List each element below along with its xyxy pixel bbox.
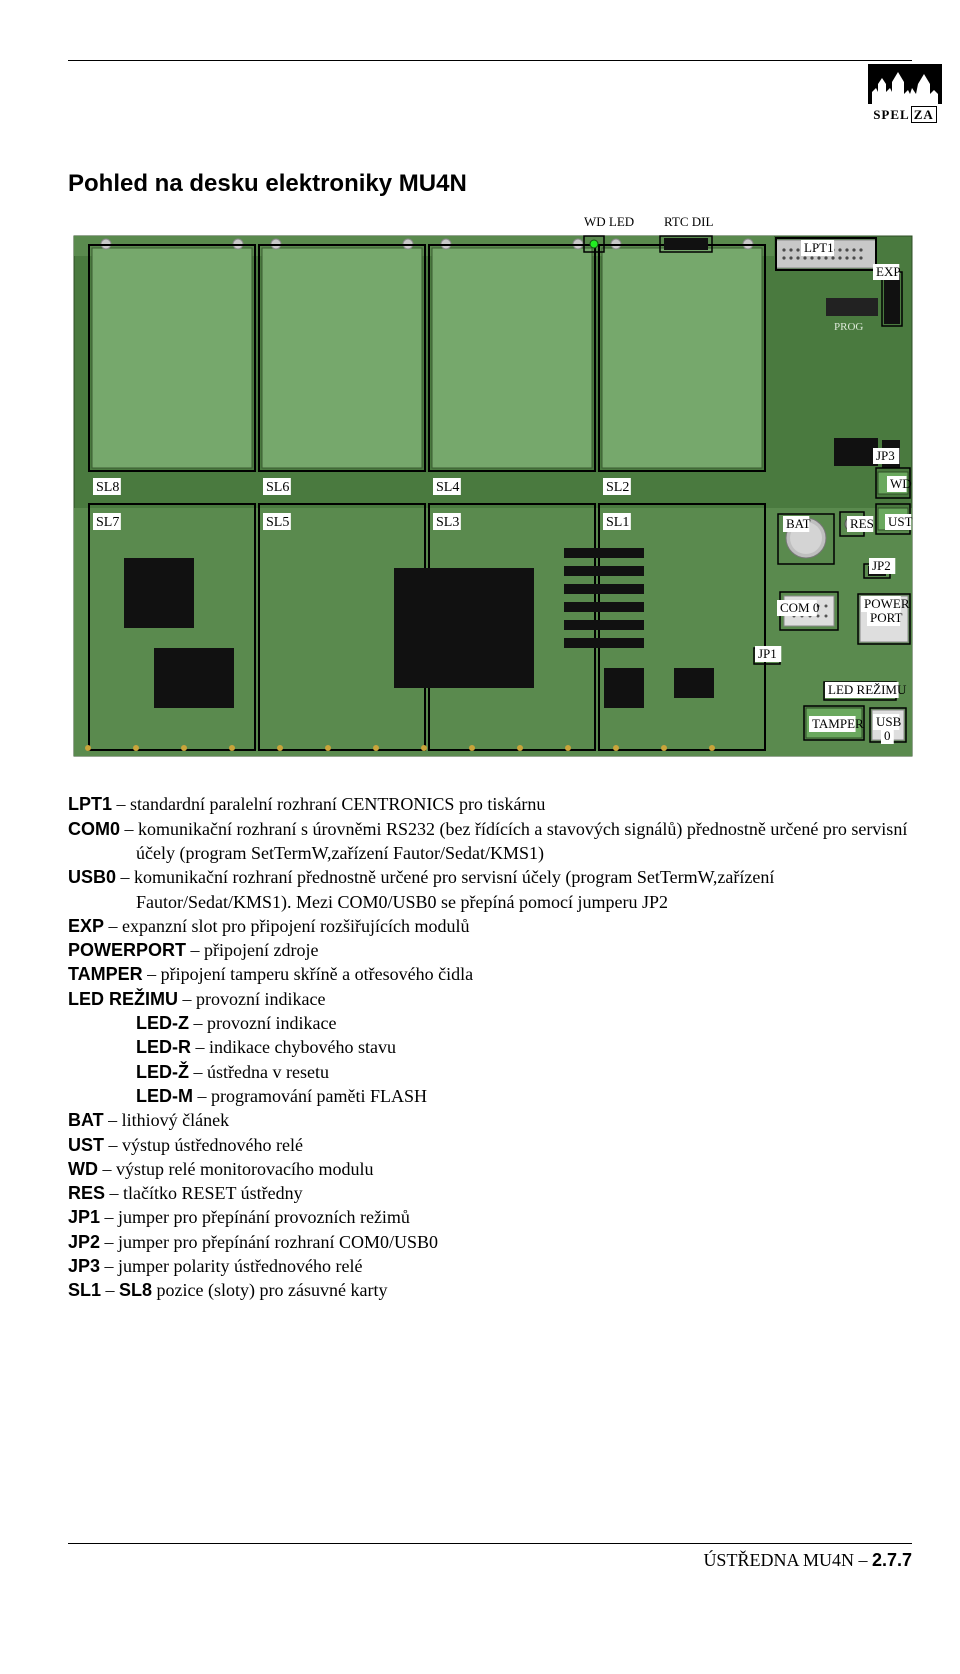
definition-entry: LED-Z – provozní indikace [68, 1011, 912, 1035]
brand-logo: SPELZA [868, 64, 942, 124]
page-header: SPELZA [68, 60, 912, 140]
logo-text-right: ZA [911, 106, 937, 123]
svg-text:SL8: SL8 [96, 480, 119, 495]
svg-text:PROG: PROG [834, 321, 863, 333]
page-title: Pohled na desku elektroniky MU4N [68, 168, 912, 200]
definition-entry: COM0 – komunikační rozhraní s úrovněmi R… [68, 817, 912, 866]
definition-entry: JP2 – jumper pro přepínání rozhraní COM0… [68, 1230, 912, 1254]
definition-entry: LED-R – indikace chybového stavu [68, 1035, 912, 1059]
svg-text:LED REŽIMU: LED REŽIMU [828, 682, 907, 697]
definition-entry: LED-Ž – ústředna v resetu [68, 1060, 912, 1084]
svg-text:SL5: SL5 [266, 515, 289, 530]
svg-text:WD LED: WD LED [584, 214, 634, 229]
svg-text:SL2: SL2 [606, 480, 629, 495]
svg-text:0: 0 [884, 728, 891, 743]
footer-title: ÚSTŘEDNA MU4N [703, 1550, 854, 1570]
logo-text-left: SPEL [873, 107, 910, 122]
definition-entry: LED REŽIMU – provozní indikace [68, 987, 912, 1011]
definition-entry: USB0 – komunikační rozhraní přednostně u… [68, 865, 912, 914]
svg-text:RES: RES [850, 516, 874, 531]
definition-entry: LPT1 – standardní paralelní rozhraní CEN… [68, 792, 912, 816]
svg-text:SL1: SL1 [606, 515, 629, 530]
page-footer: ÚSTŘEDNA MU4N – 2.7.7 [68, 1548, 912, 1572]
definition-entry: POWERPORT – připojení zdroje [68, 938, 912, 962]
definition-entry: UST – výstup ústřednového relé [68, 1133, 912, 1157]
definition-entry: JP1 – jumper pro přepínání provozních re… [68, 1205, 912, 1229]
definitions-list: LPT1 – standardní paralelní rozhraní CEN… [68, 792, 912, 1302]
definition-entry: WD – výstup relé monitorovacího modulu [68, 1157, 912, 1181]
svg-text:SL3: SL3 [436, 515, 459, 530]
svg-text:USB: USB [876, 714, 902, 729]
definition-entry: JP3 – jumper polarity ústřednového relé [68, 1254, 912, 1278]
svg-text:SL7: SL7 [96, 515, 119, 530]
svg-text:PORT: PORT [870, 610, 903, 625]
definition-entry: LED-M – programování paměti FLASH [68, 1084, 912, 1108]
svg-text:SL6: SL6 [266, 480, 289, 495]
footer-rule [68, 1543, 912, 1544]
footer-page-number: 2.7.7 [872, 1550, 912, 1570]
svg-text:UST: UST [888, 514, 913, 529]
svg-text:WD: WD [890, 476, 912, 491]
svg-text:EXP: EXP [876, 264, 901, 279]
svg-text:JP3: JP3 [876, 448, 895, 463]
definition-entry: BAT – lithiový článek [68, 1108, 912, 1132]
svg-text:JP2: JP2 [872, 558, 891, 573]
definition-entry: TAMPER – připojení tamperu skříně a otře… [68, 962, 912, 986]
svg-text:LPT1: LPT1 [804, 240, 834, 255]
pcb-diagram: PROG SL8 SL6 SL4 SL2 SL7 SL5 SL3 SL1 WD LED RTC DI… [64, 208, 916, 768]
svg-text:TAMPER: TAMPER [812, 716, 864, 731]
header-rule [68, 60, 912, 61]
logo-text: SPELZA [873, 106, 937, 124]
svg-text:BAT: BAT [786, 516, 811, 531]
logo-skyline-icon [868, 64, 942, 106]
svg-text:COM 0: COM 0 [780, 600, 819, 615]
definition-entry: SL1 – SL8 pozice (sloty) pro zásuvné kar… [68, 1278, 912, 1302]
pcb-figure: PROG SL8 SL6 SL4 SL2 SL7 SL5 SL3 SL1 WD LED RTC DI… [64, 208, 916, 768]
svg-text:JP1: JP1 [758, 646, 777, 661]
svg-text:SL4: SL4 [436, 480, 459, 495]
footer-dash: – [854, 1550, 872, 1570]
svg-text:RTC DIL: RTC DIL [664, 214, 713, 229]
svg-text:POWER: POWER [864, 596, 910, 611]
definition-entry: EXP – expanzní slot pro připojení rozšiř… [68, 914, 912, 938]
definition-entry: RES – tlačítko RESET ústředny [68, 1181, 912, 1205]
